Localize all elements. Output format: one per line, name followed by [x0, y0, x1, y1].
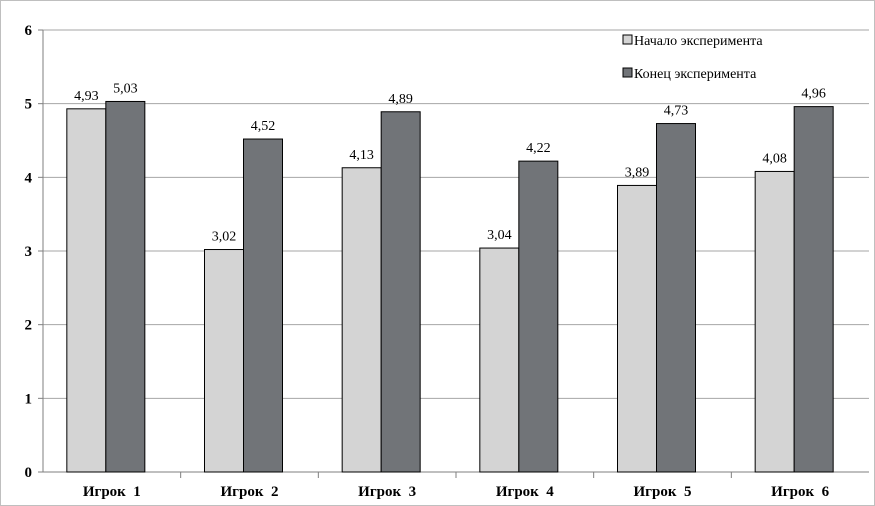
bar-end [518, 160, 559, 473]
bar-end [380, 111, 421, 473]
data-label: 5,03 [113, 81, 138, 96]
data-label: 4,93 [74, 89, 99, 104]
y-tick-label: 2 [25, 318, 33, 334]
x-category-label: Игрок 2 [221, 484, 279, 500]
y-tick-label: 5 [25, 97, 33, 113]
bar-start [341, 167, 382, 473]
legend-swatch [622, 34, 633, 45]
legend-label: Начало эксперимента [634, 34, 763, 49]
bars [66, 100, 834, 473]
data-label: 4,13 [349, 148, 374, 163]
bar-end [656, 123, 696, 473]
data-label: 3,04 [487, 228, 512, 243]
bar-end [793, 106, 834, 473]
bar-start [754, 170, 795, 473]
bar-end [105, 100, 146, 473]
y-tick-label: 3 [25, 244, 33, 260]
axes: 0 1 2 3 4 5 6 Игрок 1 Игрок 2 Игрок 3 Игрок 4 Игрок… [25, 23, 869, 500]
bar-start [617, 184, 657, 473]
data-label: 4,52 [251, 119, 276, 134]
data-label: 4,08 [762, 151, 787, 166]
data-labels: 4,93 5,03 3,02 4,52 4,13 4,89 3,04 4,22 3,89 4,73… [74, 81, 826, 244]
data-label: 4,89 [388, 92, 413, 107]
x-category-label: Игрок 3 [358, 484, 416, 500]
data-label: 3,89 [625, 165, 650, 180]
x-category-label: Игрок 6 [771, 484, 829, 500]
bar-start [66, 108, 107, 473]
bar-start [204, 249, 244, 473]
y-tick-label: 0 [25, 465, 33, 481]
x-category-label: Игрок 5 [634, 484, 692, 500]
legend: Начало эксперимента Конец эксперимента [622, 34, 763, 82]
legend-swatch [622, 67, 633, 78]
legend-label: Конец эксперимента [634, 67, 757, 82]
x-category-label: Игрок 4 [496, 484, 554, 500]
data-label: 4,22 [526, 141, 551, 156]
x-category-label: Игрок 1 [83, 484, 141, 500]
bar-end [243, 138, 283, 473]
data-label: 4,96 [801, 87, 826, 102]
data-label: 3,02 [212, 230, 237, 245]
gridlines [43, 29, 869, 399]
y-tick-label: 1 [25, 391, 33, 407]
data-label: 4,73 [664, 104, 689, 119]
y-tick-label: 6 [25, 23, 33, 39]
bar-start [479, 247, 520, 473]
y-tick-label: 4 [25, 170, 33, 186]
